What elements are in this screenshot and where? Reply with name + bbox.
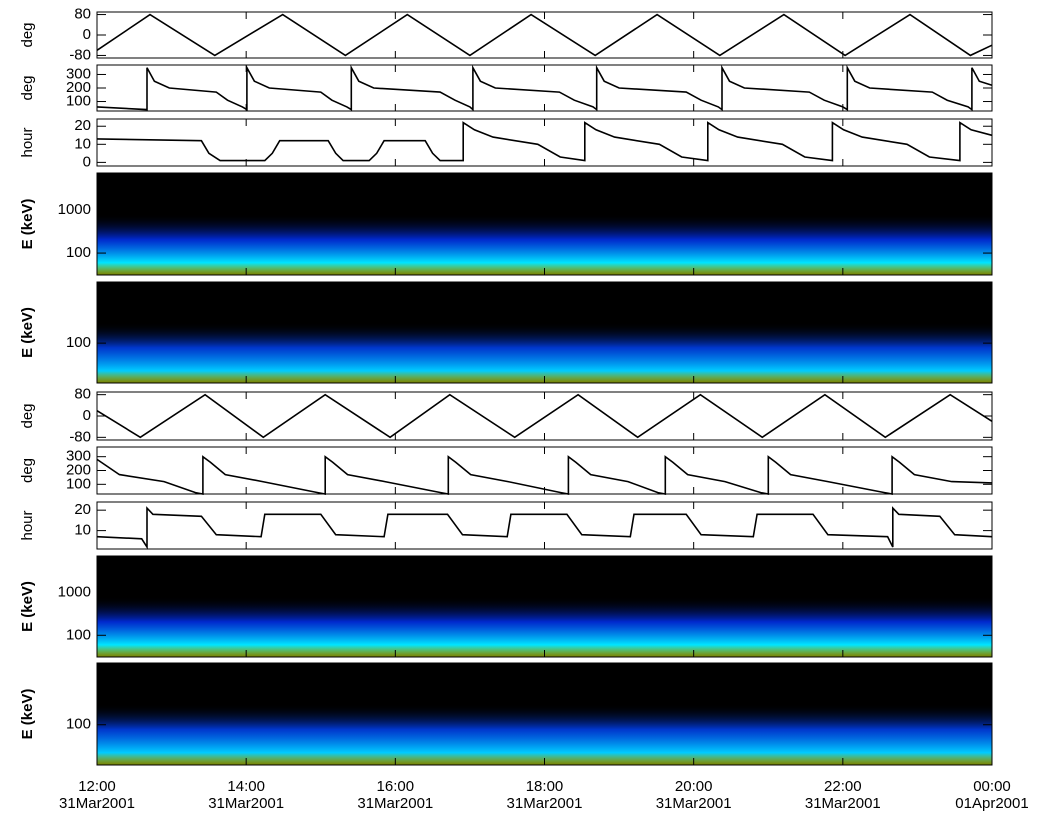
x-tick-label: 14:00 [227,778,265,795]
data-line [96,506,993,550]
spectrogram-intensity [97,556,992,657]
y-tick-label: 100 [66,244,91,261]
y-tick-label: 0 [83,26,91,43]
x-tick-label: 20:00 [675,778,713,795]
panel-frame [96,118,993,167]
y-tick-label: 0 [83,407,91,424]
y-axis-label: E (keV) [19,307,36,358]
y-tick-label: 1000 [58,201,91,218]
y-tick-label: 100 [66,92,91,109]
y-axis-label: E (keV) [19,689,36,740]
x-tick-sublabel: 01Apr2001 [955,795,1028,812]
x-tick-sublabel: 31Mar2001 [208,795,284,812]
y-axis-label: deg [19,458,36,483]
x-tick-sublabel: 31Mar2001 [59,795,135,812]
x-tick-label: 12:00 [78,778,116,795]
data-line [96,393,993,439]
y-tick-label: 10 [74,135,91,152]
y-tick-label: 100 [66,475,91,492]
y-tick-label: 0 [83,153,91,170]
y-tick-label: 300 [66,65,91,82]
spectrogram-intensity [97,663,992,765]
panel-frame [96,391,993,441]
x-tick-sublabel: 31Mar2001 [656,795,732,812]
x-tick-sublabel: 31Mar2001 [805,795,881,812]
x-tick-label: 18:00 [526,778,564,795]
y-tick-label: 80 [74,386,91,403]
y-axis-label: deg [19,22,36,47]
y-tick-label: 100 [66,716,91,733]
y-tick-label: 20 [74,501,91,518]
data-line [96,121,993,162]
y-tick-label: 10 [74,522,91,539]
y-tick-label: 80 [74,6,91,23]
y-tick-label: -80 [69,46,91,63]
y-tick-label: 200 [66,79,91,96]
y-tick-label: 20 [74,117,91,134]
y-axis-label: deg [19,403,36,428]
x-tick-sublabel: 31Mar2001 [507,795,583,812]
y-tick-label: 200 [66,461,91,478]
y-tick-label: 100 [66,334,91,351]
data-line [96,455,993,495]
y-axis-label: hour [19,127,36,157]
data-line [96,13,993,57]
y-tick-label: 300 [66,448,91,465]
y-axis-label: hour [19,510,36,540]
x-tick-label: 16:00 [377,778,415,795]
y-tick-label: -80 [69,428,91,445]
data-line [96,64,993,112]
spectrogram-intensity [97,282,992,383]
x-tick-label: 00:00 [973,778,1011,795]
panel-frame [96,501,993,550]
y-axis-label: deg [19,75,36,100]
y-tick-label: 1000 [58,584,91,601]
y-tick-label: 100 [66,626,91,643]
y-axis-label: E (keV) [19,581,36,632]
y-axis-label: E (keV) [19,199,36,250]
x-tick-sublabel: 31Mar2001 [357,795,433,812]
spectrogram-intensity [97,173,992,275]
x-tick-label: 22:00 [824,778,862,795]
